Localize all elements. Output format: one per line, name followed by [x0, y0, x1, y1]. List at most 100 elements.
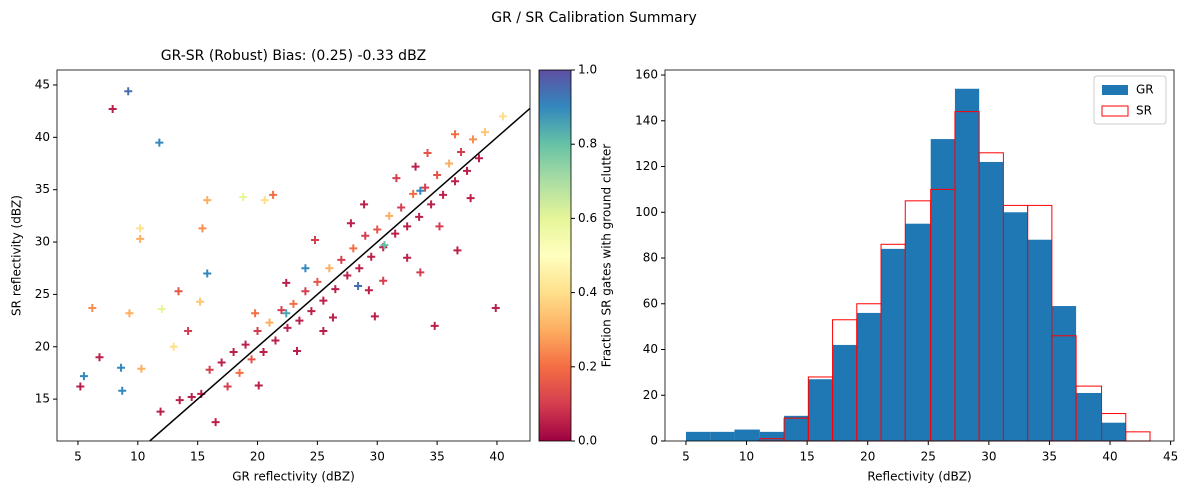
hist-bar: [808, 379, 833, 441]
point: [265, 318, 274, 327]
point: [451, 177, 460, 186]
point: [289, 299, 298, 308]
point: [157, 305, 166, 314]
legend-label: GR: [1136, 83, 1154, 97]
hist-bar: [784, 415, 809, 441]
hist-bar: [979, 161, 1004, 441]
point: [409, 189, 418, 198]
point: [253, 327, 262, 336]
y-tick-label: 0: [650, 434, 658, 448]
point: [241, 340, 250, 349]
y-tick-label: 100: [635, 205, 658, 219]
x-tick-label: 15: [190, 450, 205, 464]
y-tick-label: 25: [35, 287, 50, 301]
point: [211, 418, 220, 427]
point: [235, 368, 244, 377]
point: [229, 347, 238, 356]
one-to-one-line: [149, 107, 530, 441]
hist-bar: [685, 431, 711, 441]
legend-box: [1093, 75, 1167, 125]
colorbar-tick-label: 0.4: [578, 285, 597, 299]
x-tick-label: 30: [981, 450, 996, 464]
point: [254, 381, 263, 390]
point: [169, 342, 178, 351]
hist-bar: [1076, 392, 1102, 441]
hist-bar: [930, 139, 955, 441]
y-tick-label: 160: [635, 68, 658, 82]
point: [117, 363, 126, 372]
point: [283, 323, 292, 332]
point: [282, 278, 291, 287]
point: [430, 321, 439, 330]
x-tick-label: 10: [130, 450, 145, 464]
hist-bar: [734, 429, 760, 441]
colorbar-tick-label: 0.2: [578, 359, 597, 373]
point: [391, 229, 400, 238]
x-tick-label: 40: [1102, 450, 1117, 464]
hist-bar: [1003, 212, 1028, 441]
point: [466, 194, 475, 203]
axes-frame: [56, 69, 531, 442]
x-tick-label: 25: [310, 450, 325, 464]
point: [271, 336, 280, 345]
point: [184, 327, 193, 336]
point: [445, 159, 454, 168]
y-tick-label: 140: [635, 113, 658, 127]
point: [259, 347, 268, 356]
colorbar-tick-label: 0.6: [578, 211, 597, 225]
point: [415, 212, 424, 221]
x-tick-label: 45: [1163, 450, 1178, 464]
hist-bar: [759, 431, 785, 441]
point: [307, 307, 316, 316]
x-tick-label: 35: [1042, 450, 1057, 464]
point: [439, 190, 448, 199]
point: [337, 255, 346, 264]
hist-bar: [832, 344, 857, 441]
point: [108, 105, 117, 114]
hist-step: [1125, 431, 1151, 442]
point: [491, 304, 500, 313]
point: [310, 235, 319, 244]
point: [367, 252, 376, 261]
point: [217, 358, 226, 367]
point: [269, 190, 278, 199]
x-tick-label: 25: [921, 450, 936, 464]
point: [435, 222, 444, 231]
y-tick-label: 20: [643, 388, 658, 402]
y-axis-label: SR reflectivity (dBZ): [10, 195, 24, 316]
point: [403, 222, 412, 231]
point: [223, 382, 232, 391]
y-tick-label: 20: [35, 339, 50, 353]
plot-area: [76, 87, 530, 441]
point: [355, 264, 364, 273]
point: [155, 138, 164, 147]
point: [301, 264, 310, 273]
point: [403, 253, 412, 262]
x-tick-label: 5: [682, 450, 690, 464]
point: [124, 87, 133, 96]
legend-swatch: [1101, 105, 1129, 117]
point: [301, 287, 310, 296]
x-axis-label: Reflectivity (dBZ): [867, 470, 971, 484]
point: [175, 396, 184, 405]
point: [136, 234, 145, 243]
point: [475, 154, 484, 163]
y-tick-label: 60: [643, 296, 658, 310]
point: [416, 268, 425, 277]
y-tick-label: 15: [35, 392, 50, 406]
point: [331, 285, 340, 294]
point: [76, 382, 85, 391]
hist-bar: [881, 248, 906, 441]
point: [203, 196, 212, 205]
point: [364, 286, 373, 295]
legend-label: SR: [1136, 104, 1152, 118]
point: [156, 407, 165, 416]
colorbar-tick-label: 1.0: [578, 63, 597, 77]
point: [423, 149, 432, 158]
x-tick-label: 20: [860, 450, 875, 464]
point: [79, 372, 88, 381]
colorbar-tick-label: 0.8: [578, 137, 597, 151]
point: [360, 200, 369, 209]
y-tick-label: 30: [35, 235, 50, 249]
